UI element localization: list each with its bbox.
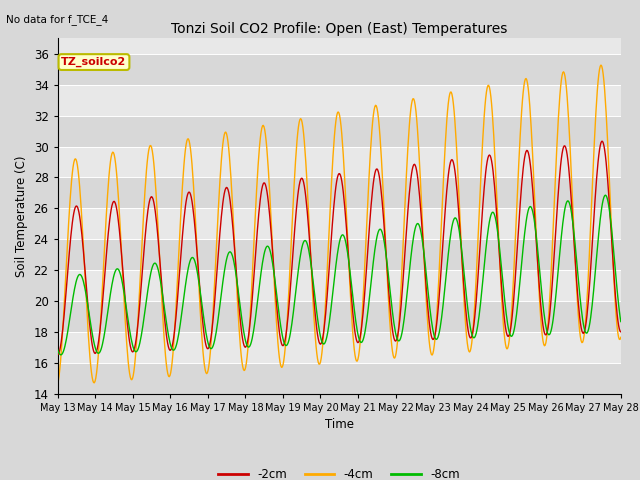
Title: Tonzi Soil CO2 Profile: Open (East) Temperatures: Tonzi Soil CO2 Profile: Open (East) Temp… bbox=[171, 22, 508, 36]
Y-axis label: Soil Temperature (C): Soil Temperature (C) bbox=[15, 155, 28, 277]
Bar bbox=[58, 85, 621, 116]
Text: No data for f_TCE_4: No data for f_TCE_4 bbox=[6, 14, 109, 25]
Bar bbox=[58, 54, 621, 85]
Bar bbox=[58, 301, 621, 332]
Bar bbox=[58, 332, 621, 363]
Bar bbox=[58, 270, 621, 301]
Bar bbox=[58, 178, 621, 208]
Bar bbox=[58, 146, 621, 178]
Bar bbox=[58, 363, 621, 394]
Legend: -2cm, -4cm, -8cm: -2cm, -4cm, -8cm bbox=[214, 463, 465, 480]
Bar bbox=[58, 239, 621, 270]
Bar bbox=[58, 208, 621, 239]
X-axis label: Time: Time bbox=[324, 418, 354, 431]
Bar bbox=[58, 116, 621, 146]
Text: TZ_soilco2: TZ_soilco2 bbox=[61, 57, 127, 67]
